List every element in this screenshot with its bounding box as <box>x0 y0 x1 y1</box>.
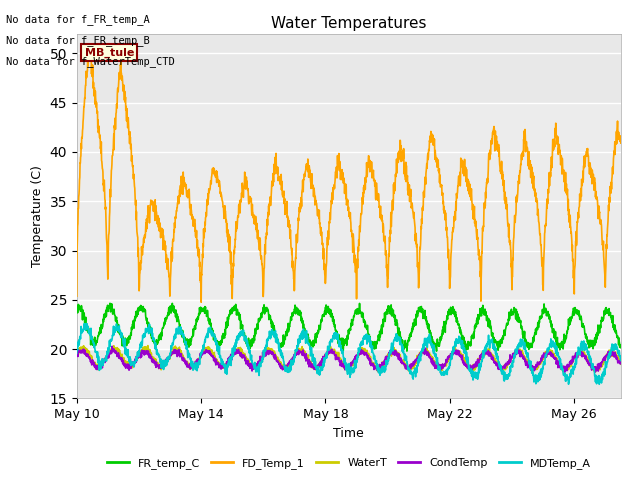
Bar <box>77 103 621 300</box>
X-axis label: Time: Time <box>333 427 364 440</box>
Legend: FR_temp_C, FD_Temp_1, WaterT, CondTemp, MDTemp_A: FR_temp_C, FD_Temp_1, WaterT, CondTemp, … <box>102 453 595 473</box>
Text: No data for f_FR_temp_A: No data for f_FR_temp_A <box>6 14 150 25</box>
Title: Water Temperatures: Water Temperatures <box>271 16 426 31</box>
Bar <box>77 300 621 349</box>
Text: No data for f_FR_temp_B: No data for f_FR_temp_B <box>6 35 150 46</box>
Text: MB_tule: MB_tule <box>84 48 134 58</box>
Text: No data for f_WaterTemp_CTD: No data for f_WaterTemp_CTD <box>6 56 175 67</box>
Y-axis label: Temperature (C): Temperature (C) <box>31 165 44 267</box>
